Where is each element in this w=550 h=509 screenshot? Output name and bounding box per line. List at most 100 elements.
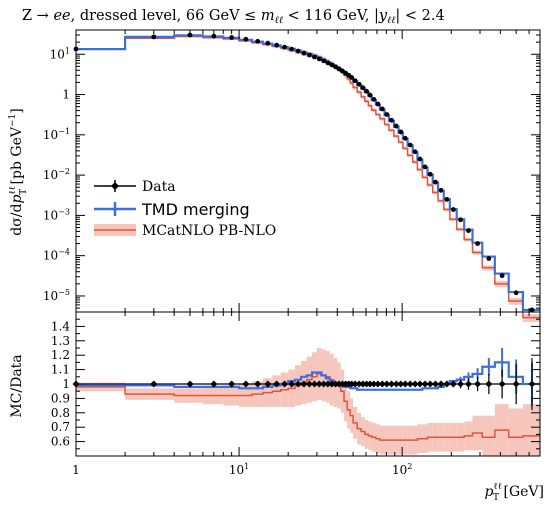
data-ratio-marker: [310, 380, 318, 388]
ratio-y-tick-label: 1: [62, 377, 70, 391]
data-ratio-marker: [351, 380, 359, 388]
data-ratio-marker: [426, 380, 434, 388]
data-ratio-marker: [355, 380, 363, 388]
mcatnlo-xsec-line: [76, 35, 540, 319]
data-ratio-marker: [273, 380, 281, 388]
data-ratio-marker: [348, 380, 356, 388]
mcatnlo-ratio-band-bin: [508, 408, 523, 456]
data-point: [407, 142, 413, 148]
data-point: [393, 123, 399, 129]
data-ratio-marker: [474, 380, 482, 388]
data-ratio-marker: [288, 380, 296, 388]
legend-entry-data: Data: [94, 179, 176, 195]
data-point: [433, 179, 438, 185]
data-point: [282, 44, 287, 50]
ratio-y-tick-label: 1.4: [51, 319, 70, 333]
data-point: [360, 85, 366, 91]
data-ratio-marker: [411, 380, 419, 388]
data-point: [229, 35, 235, 40]
data-ratio-marker: [264, 380, 272, 388]
data-point: [312, 54, 317, 60]
data-ratio-marker: [392, 380, 400, 388]
tmd-ratio-line: [76, 361, 540, 391]
data-point: [412, 149, 418, 155]
x-axis-label: pℓℓ T [GeV]: [484, 482, 544, 503]
data-ratio-marker: [387, 380, 395, 388]
data-point: [375, 101, 381, 107]
top-y-axis-label: dσ/dpℓℓT [pb GeV−1]: [8, 108, 29, 235]
ratio-y-tick-label: 0.9: [51, 391, 70, 405]
data-point: [321, 58, 327, 64]
bottom-y-axis-label: MC/Data: [9, 354, 25, 417]
data-point: [274, 42, 280, 48]
data-ratio-marker: [383, 380, 391, 388]
data-ratio-marker: [366, 380, 374, 388]
data-point: [301, 50, 307, 56]
data-point: [389, 117, 394, 123]
data-ratio-marker: [150, 380, 158, 388]
data-point: [371, 96, 377, 102]
x-tick-label: 102: [392, 462, 412, 477]
data-ratio-marker: [331, 380, 339, 388]
data-ratio-marker: [228, 380, 236, 388]
data-point: [295, 48, 301, 54]
data-point: [325, 60, 331, 66]
data-point: [289, 46, 295, 52]
data-ratio-marker: [320, 380, 328, 388]
ratio-y-tick-label: 0.7: [51, 420, 70, 434]
data-ratio-marker: [378, 380, 386, 388]
legend-entry-mcatnlo: MCatNLO PB-NLO: [94, 223, 276, 239]
data-point: [402, 135, 408, 141]
legend: Data TMD merging MCatNLO PB-NLO: [94, 179, 276, 239]
data-ratio-marker: [457, 380, 465, 388]
ratio-y-tick-label: 1.2: [51, 348, 70, 362]
data-point: [255, 38, 261, 44]
ratio-y-tick-label: 1.3: [51, 334, 70, 348]
data-ratio-marker: [437, 380, 445, 388]
x-axis: 1 101 102: [72, 30, 541, 477]
data-ratio-marker: [421, 380, 429, 388]
top-y-tick-label: 10−1: [43, 127, 70, 142]
data-ratio-marker: [254, 380, 262, 388]
data-ratio-marker: [281, 380, 289, 388]
data-point: [486, 256, 492, 261]
data-point: [329, 62, 335, 68]
x-tick-label: 1: [72, 463, 80, 477]
data-point: [307, 52, 312, 58]
data-ratio-marker: [186, 380, 194, 388]
data-ratio-marker: [512, 380, 520, 388]
top-y-tick-label: 10−4: [43, 248, 70, 263]
data-point: [187, 32, 193, 38]
data-point: [417, 156, 423, 162]
ratio-y-tick-label: 1.1: [51, 363, 70, 377]
top-panel: 101 1 10−1 10−2 10−3 10−4 10−5: [43, 29, 541, 322]
legend-tmd-label: TMD merging: [141, 200, 250, 219]
data-ratio-marker: [300, 380, 308, 388]
data-point: [513, 290, 519, 296]
top-y-tick-label: 1: [62, 88, 70, 102]
data-ratio-marker: [210, 380, 218, 388]
data-point: [364, 88, 369, 94]
data-ratio-marker: [498, 380, 506, 388]
data-ratio-marker: [431, 380, 439, 388]
data-ratio-marker: [324, 380, 332, 388]
data-point: [499, 273, 505, 279]
ratio-y-tick-label: 0.8: [51, 406, 70, 420]
data-point: [384, 112, 390, 117]
data-ratio-marker: [315, 380, 323, 388]
data-point: [243, 36, 249, 42]
data-ratio-marker: [449, 380, 457, 388]
data-ratio-marker: [443, 380, 451, 388]
data-ratio-marker: [359, 380, 367, 388]
data-point: [475, 241, 480, 246]
mcatnlo-ratio-band-bin: [522, 404, 540, 456]
data-ratio-marker: [401, 380, 409, 388]
data-point: [211, 33, 217, 39]
data-point: [450, 207, 456, 212]
data-ratio-marker: [416, 380, 424, 388]
data-point: [422, 164, 428, 170]
data-point: [349, 75, 355, 80]
legend-entry-tmd: TMD merging: [94, 200, 250, 219]
top-y-tick-label: 10−2: [43, 167, 70, 182]
